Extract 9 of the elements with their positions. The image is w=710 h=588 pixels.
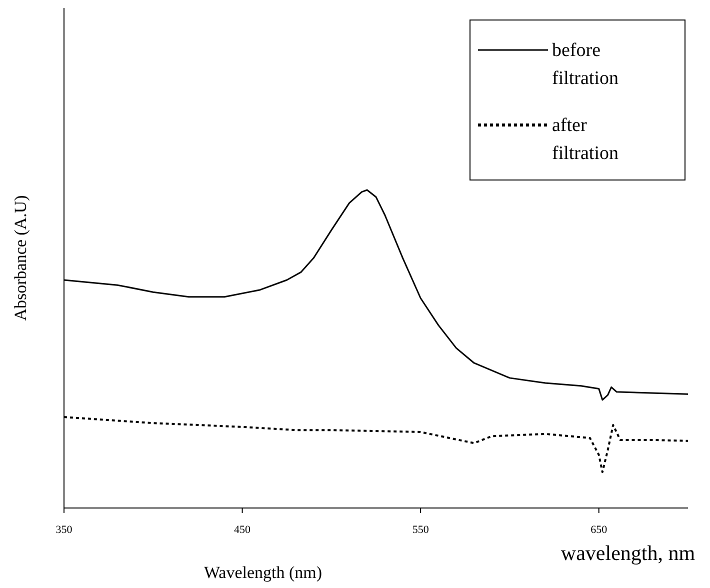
x-tick-label: 350 [56, 524, 73, 536]
legend-label: before filtration [552, 40, 619, 89]
x-axis-title: Wavelength (nm) [204, 563, 322, 582]
legend-label: after filtration [552, 115, 619, 164]
text: wavelength, nm [560, 541, 696, 565]
x-tick-label: 450 [234, 524, 252, 536]
x-tick-label: 550 [412, 524, 430, 536]
y-axis-title: Absorbance (A.U) [11, 195, 30, 321]
x-tick-label: 650 [590, 524, 608, 536]
